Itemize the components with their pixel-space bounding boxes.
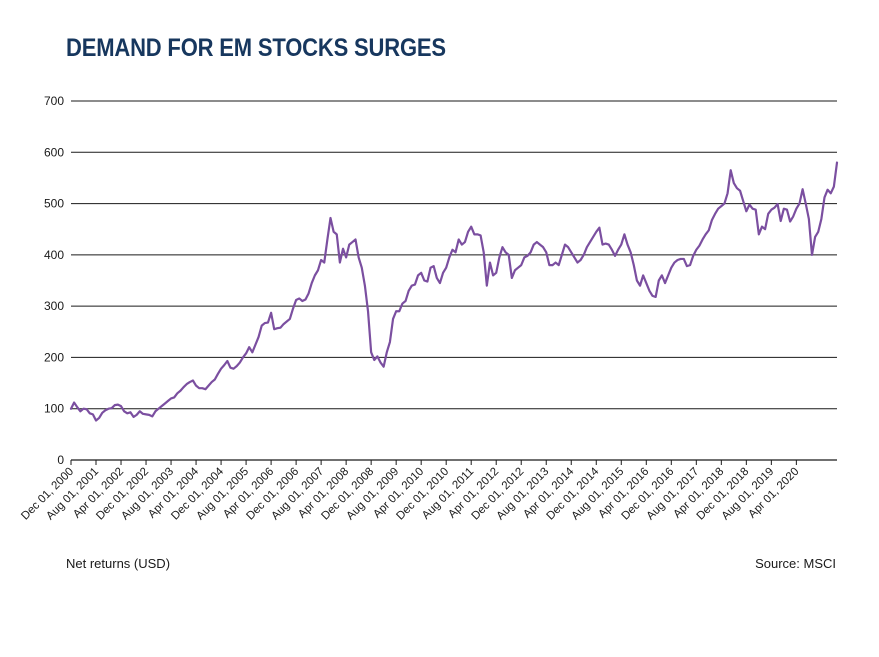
- y-axis-tick-labels: 0 100 200 300 400 500 600 700: [44, 94, 64, 467]
- footnote: Net returns (USD): [66, 556, 171, 571]
- y-tick-label: 700: [44, 94, 64, 108]
- y-tick-label: 400: [44, 248, 64, 262]
- y-tick-label: 600: [44, 145, 64, 159]
- gridlines: [71, 100, 837, 461]
- y-tick-label: 0: [57, 453, 64, 467]
- series-layer: [69, 161, 839, 422]
- y-tick-label: 500: [44, 197, 64, 211]
- chart-title: DEMAND FOR EM STOCKS SURGES: [66, 34, 446, 62]
- y-tick-label: 200: [44, 350, 64, 364]
- y-tick-label: 100: [44, 402, 64, 416]
- series-line: [69, 161, 839, 422]
- source-note: Source: MSCI: [755, 556, 836, 571]
- y-tick-label: 300: [44, 299, 64, 313]
